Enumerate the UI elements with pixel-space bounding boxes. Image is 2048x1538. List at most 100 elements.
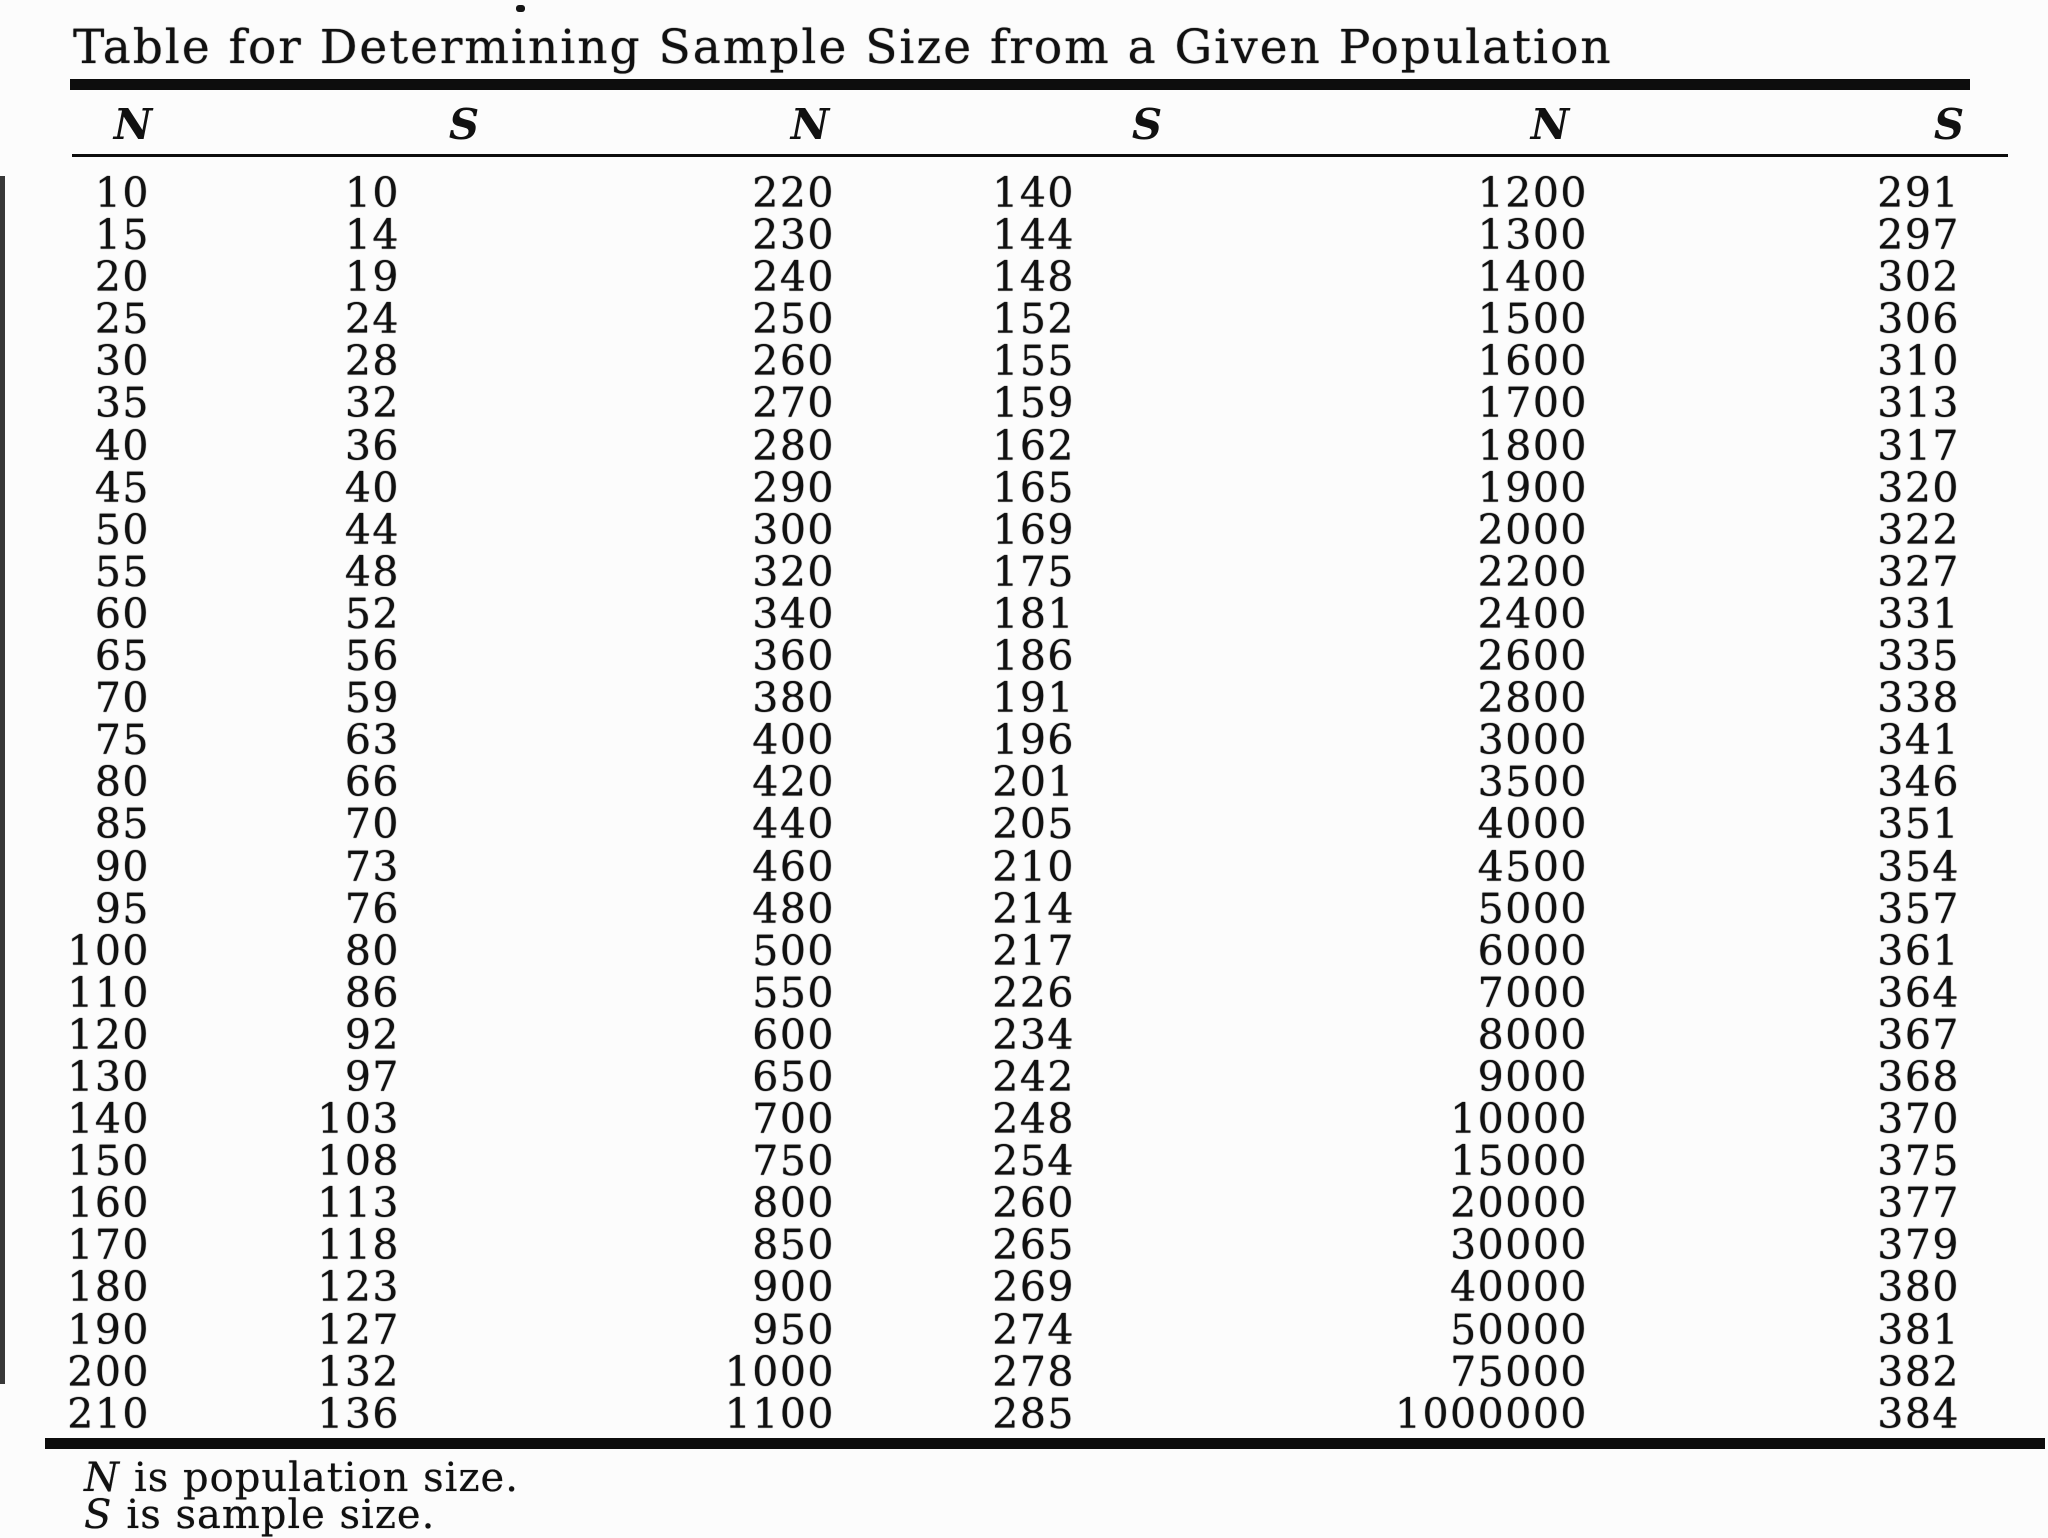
table-cell: 20 [94, 253, 150, 302]
table-cell: 1700 [1477, 379, 1588, 428]
table-cell: 108 [317, 1137, 400, 1186]
table-cell: 59 [344, 674, 400, 723]
table-title: Table for Determining Sample Size from a… [73, 20, 1613, 75]
table-cell: 55 [94, 547, 150, 596]
table-cell: 127 [317, 1305, 400, 1354]
table-cell: 175 [992, 547, 1075, 596]
table-cell: 280 [752, 421, 835, 470]
table-cell: 10000 [1450, 1095, 1588, 1144]
table-cell: 367 [1877, 1010, 1960, 1059]
table-cell: 75 [94, 716, 150, 765]
table-cell: 200 [67, 1347, 150, 1396]
sample-column-3: 291 297 302 306 310 313 317 320 322 327 331 335 338 3… [1640, 172, 1960, 1435]
table-cell: 130 [67, 1052, 150, 1101]
table-cell: 550 [752, 968, 835, 1017]
table-cell: 248 [992, 1095, 1075, 1144]
table-cell: 1100 [724, 1389, 835, 1438]
table-cell: 250 [752, 295, 835, 344]
table-cell: 269 [992, 1263, 1075, 1312]
column-header-s3: S [1933, 100, 1965, 149]
table-cell: 285 [992, 1389, 1075, 1438]
table-cell: 30000 [1450, 1221, 1588, 1270]
table-cell: 180 [67, 1263, 150, 1312]
table-cell: 368 [1877, 1052, 1960, 1101]
table-cell: 800 [752, 1179, 835, 1228]
table-cell: 150 [67, 1137, 150, 1186]
table-cell: 120 [67, 1010, 150, 1059]
table-cell: 40 [94, 421, 150, 470]
table-cell: 118 [317, 1221, 400, 1270]
table-cell: 1600 [1477, 337, 1588, 386]
column-header-n1: N [113, 100, 153, 149]
table-cell: 28 [344, 337, 400, 386]
table-cell: 291 [1877, 169, 1960, 217]
table-cell: 346 [1877, 758, 1960, 807]
table-cell: 2000 [1477, 505, 1588, 554]
table-cell: 15 [94, 211, 150, 260]
table-cell: 217 [992, 926, 1075, 975]
table-cell: 335 [1877, 632, 1960, 681]
table-cell: 382 [1877, 1347, 1960, 1396]
column-header-n3: N [1530, 100, 1570, 149]
table-cell: 50 [94, 505, 150, 554]
table-cell: 103 [317, 1095, 400, 1144]
table-cell: 3500 [1477, 758, 1588, 807]
table-cell: 60 [94, 589, 150, 638]
table-cell: 86 [344, 968, 400, 1017]
table-cell: 341 [1877, 716, 1960, 765]
table-cell: 36 [344, 421, 400, 470]
table-cell: 320 [1877, 463, 1960, 512]
table-cell: 240 [752, 253, 835, 302]
population-column-2: 220 230 240 250 260 270 280 290 300 320 340 360 380 4… [515, 172, 835, 1435]
sample-column-1: 10 14 19 24 28 32 36 40 44 48 52 56 59 63 66 70 73 76 80 86… [80, 172, 400, 1435]
top-rule [70, 79, 1970, 90]
table-cell: 2600 [1477, 632, 1588, 681]
table-cell: 160 [67, 1179, 150, 1228]
table-cell: 50000 [1450, 1305, 1588, 1354]
table-cell: 2400 [1477, 589, 1588, 638]
table-cell: 1500 [1477, 295, 1588, 344]
table-cell: 90 [94, 842, 150, 891]
table-cell: 48 [344, 547, 400, 596]
table-cell: 254 [992, 1137, 1075, 1186]
bottom-rule [45, 1438, 2045, 1449]
sample-symbol: S [84, 1492, 113, 1538]
table-cell: 290 [752, 463, 835, 512]
table-cell: 196 [992, 716, 1075, 765]
table-cell: 80 [94, 758, 150, 807]
table-cell: 1200 [1477, 169, 1588, 217]
table-cell: 380 [1877, 1263, 1960, 1312]
table-cell: 313 [1877, 379, 1960, 428]
table-cell: 214 [992, 884, 1075, 933]
table-cell: 159 [992, 379, 1075, 428]
population-column-3: 1200 1300 1400 1500 1600 1700 1800 1900 2000 2200… [1268, 172, 1588, 1435]
table-cell: 152 [992, 295, 1075, 344]
table-cell: 14 [344, 211, 400, 260]
table-cell: 2200 [1477, 547, 1588, 596]
header-rule [72, 154, 2008, 157]
table-cell: 274 [992, 1305, 1075, 1354]
table-cell: 165 [992, 463, 1075, 512]
table-cell: 19 [344, 253, 400, 302]
table-cell: 297 [1877, 211, 1960, 260]
table-cell: 132 [317, 1347, 400, 1396]
table-cell: 10 [344, 169, 400, 217]
table-cell: 85 [94, 800, 150, 849]
table-cell: 364 [1877, 968, 1960, 1017]
table-cell: 24 [344, 295, 400, 344]
table-cell: 56 [344, 632, 400, 681]
table-cell: 9000 [1477, 1052, 1588, 1101]
table-cell: 750 [752, 1137, 835, 1186]
table-cell: 1800 [1477, 421, 1588, 470]
table-cell: 360 [752, 632, 835, 681]
table-cell: 186 [992, 632, 1075, 681]
table-cell: 1000000 [1394, 1389, 1588, 1438]
table-cell: 40000 [1450, 1263, 1588, 1312]
table-cell: 30 [94, 337, 150, 386]
table-cell: 338 [1877, 674, 1960, 723]
table-cell: 381 [1877, 1305, 1960, 1354]
table-cell: 260 [992, 1179, 1075, 1228]
